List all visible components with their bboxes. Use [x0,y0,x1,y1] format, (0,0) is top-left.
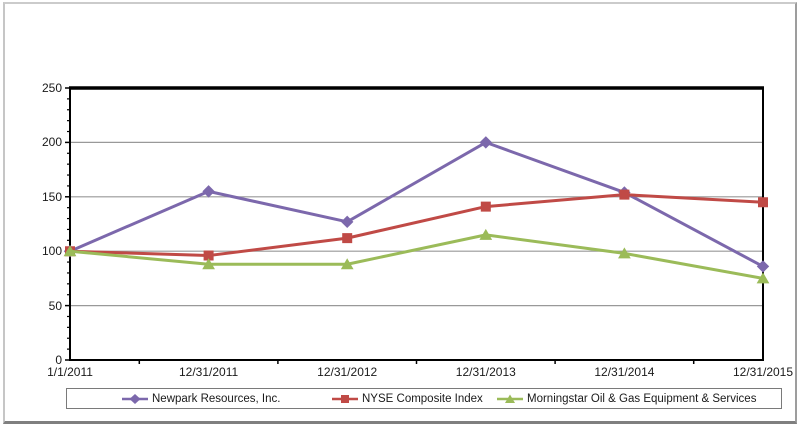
triangle-marker-icon [497,394,523,403]
diamond-marker-icon [122,393,148,404]
x-axis-tick-label: 12/31/2015 [732,365,794,379]
triangle-data-marker [756,272,770,284]
legend-label-newpark: Newpark Resources, Inc. [152,392,281,405]
diamond-data-marker [756,260,770,273]
square-data-marker [342,233,353,244]
legend-item-nyse: NYSE Composite Index [331,389,483,408]
triangle-data-marker [618,247,631,259]
diamond-data-marker [202,185,215,198]
x-axis-tick-label: 12/31/2011 [179,365,239,379]
series-line-2 [69,233,764,280]
y-axis-tick-label: 200 [41,135,62,150]
plot-border [69,87,764,361]
triangle-data-marker [479,228,493,240]
legend-label-morningstar: Morningstar Oil & Gas Equipment & Servic… [527,392,757,405]
y-axis-tick-label: 0 [55,353,62,367]
legend-label-nyse: NYSE Composite Index [362,392,483,405]
square-data-marker [203,250,214,261]
legend-item-newpark: Newpark Resources, Inc. [121,389,280,408]
triangle-data-marker [63,245,77,257]
series-line-0 [69,140,764,268]
triangle-data-marker [340,258,354,270]
square-data-marker [758,197,768,208]
square-data-marker [480,201,491,212]
y-axis-tick-label: 100 [41,244,62,259]
square-marker-icon [332,394,358,403]
x-axis-tick-label: 1/1/2011 [47,365,93,379]
triangle-data-marker [202,258,215,270]
y-axis-tick-label: 250 [41,81,62,95]
diamond-data-marker [479,136,493,149]
x-axis-tick-label: 12/31/2013 [455,365,516,379]
legend: Newpark Resources, Inc. NYSE Composite I… [66,388,782,409]
legend-item-morningstar: Morningstar Oil & Gas Equipment & Servic… [496,389,756,408]
x-axis-tick-label: 12/31/2014 [594,365,655,379]
y-axis-tick-label: 50 [48,298,62,313]
y-axis-tick-label: 150 [41,189,62,204]
square-data-marker [619,189,630,200]
x-axis-tick-label: 12/31/2012 [317,365,378,379]
series-line-1 [69,193,764,258]
diamond-data-marker [340,215,354,229]
